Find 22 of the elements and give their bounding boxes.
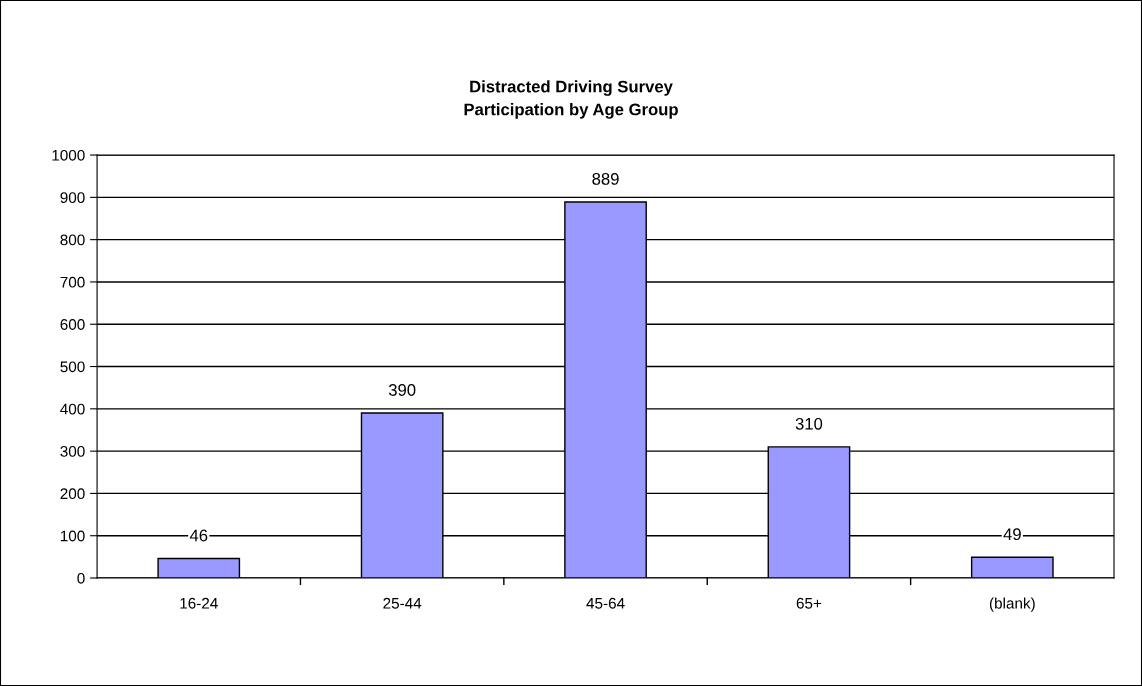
data-label: 310: [795, 417, 823, 430]
y-tick-label: 700: [60, 276, 85, 288]
data-label: 46: [189, 529, 208, 542]
y-tick-label: 800: [60, 234, 85, 246]
data-label: 889: [592, 173, 619, 185]
chart-title: Distracted Driving Survey Participation by Age Group: [464, 80, 678, 119]
y-tick-label: 400: [60, 403, 85, 415]
x-tick-label: 45-64: [586, 597, 625, 609]
y-tick-label: 500: [60, 361, 85, 373]
x-tick-label: 65+: [796, 597, 822, 609]
data-label: 390: [388, 384, 416, 396]
y-tick-label: 200: [60, 488, 85, 500]
x-tick-label: 16-24: [180, 597, 218, 609]
y-tick-label: 600: [60, 319, 85, 330]
y-tick-label: 100: [60, 530, 85, 542]
x-tick-label: 25-44: [383, 597, 422, 609]
x-tick-label: (blank): [989, 597, 1035, 612]
y-tick-label: 300: [60, 445, 85, 457]
y-tick-label: 1000: [52, 149, 85, 161]
y-tick-label: 0: [77, 572, 85, 584]
data-label: 49: [1003, 528, 1021, 541]
y-tick-label: 900: [60, 192, 85, 204]
